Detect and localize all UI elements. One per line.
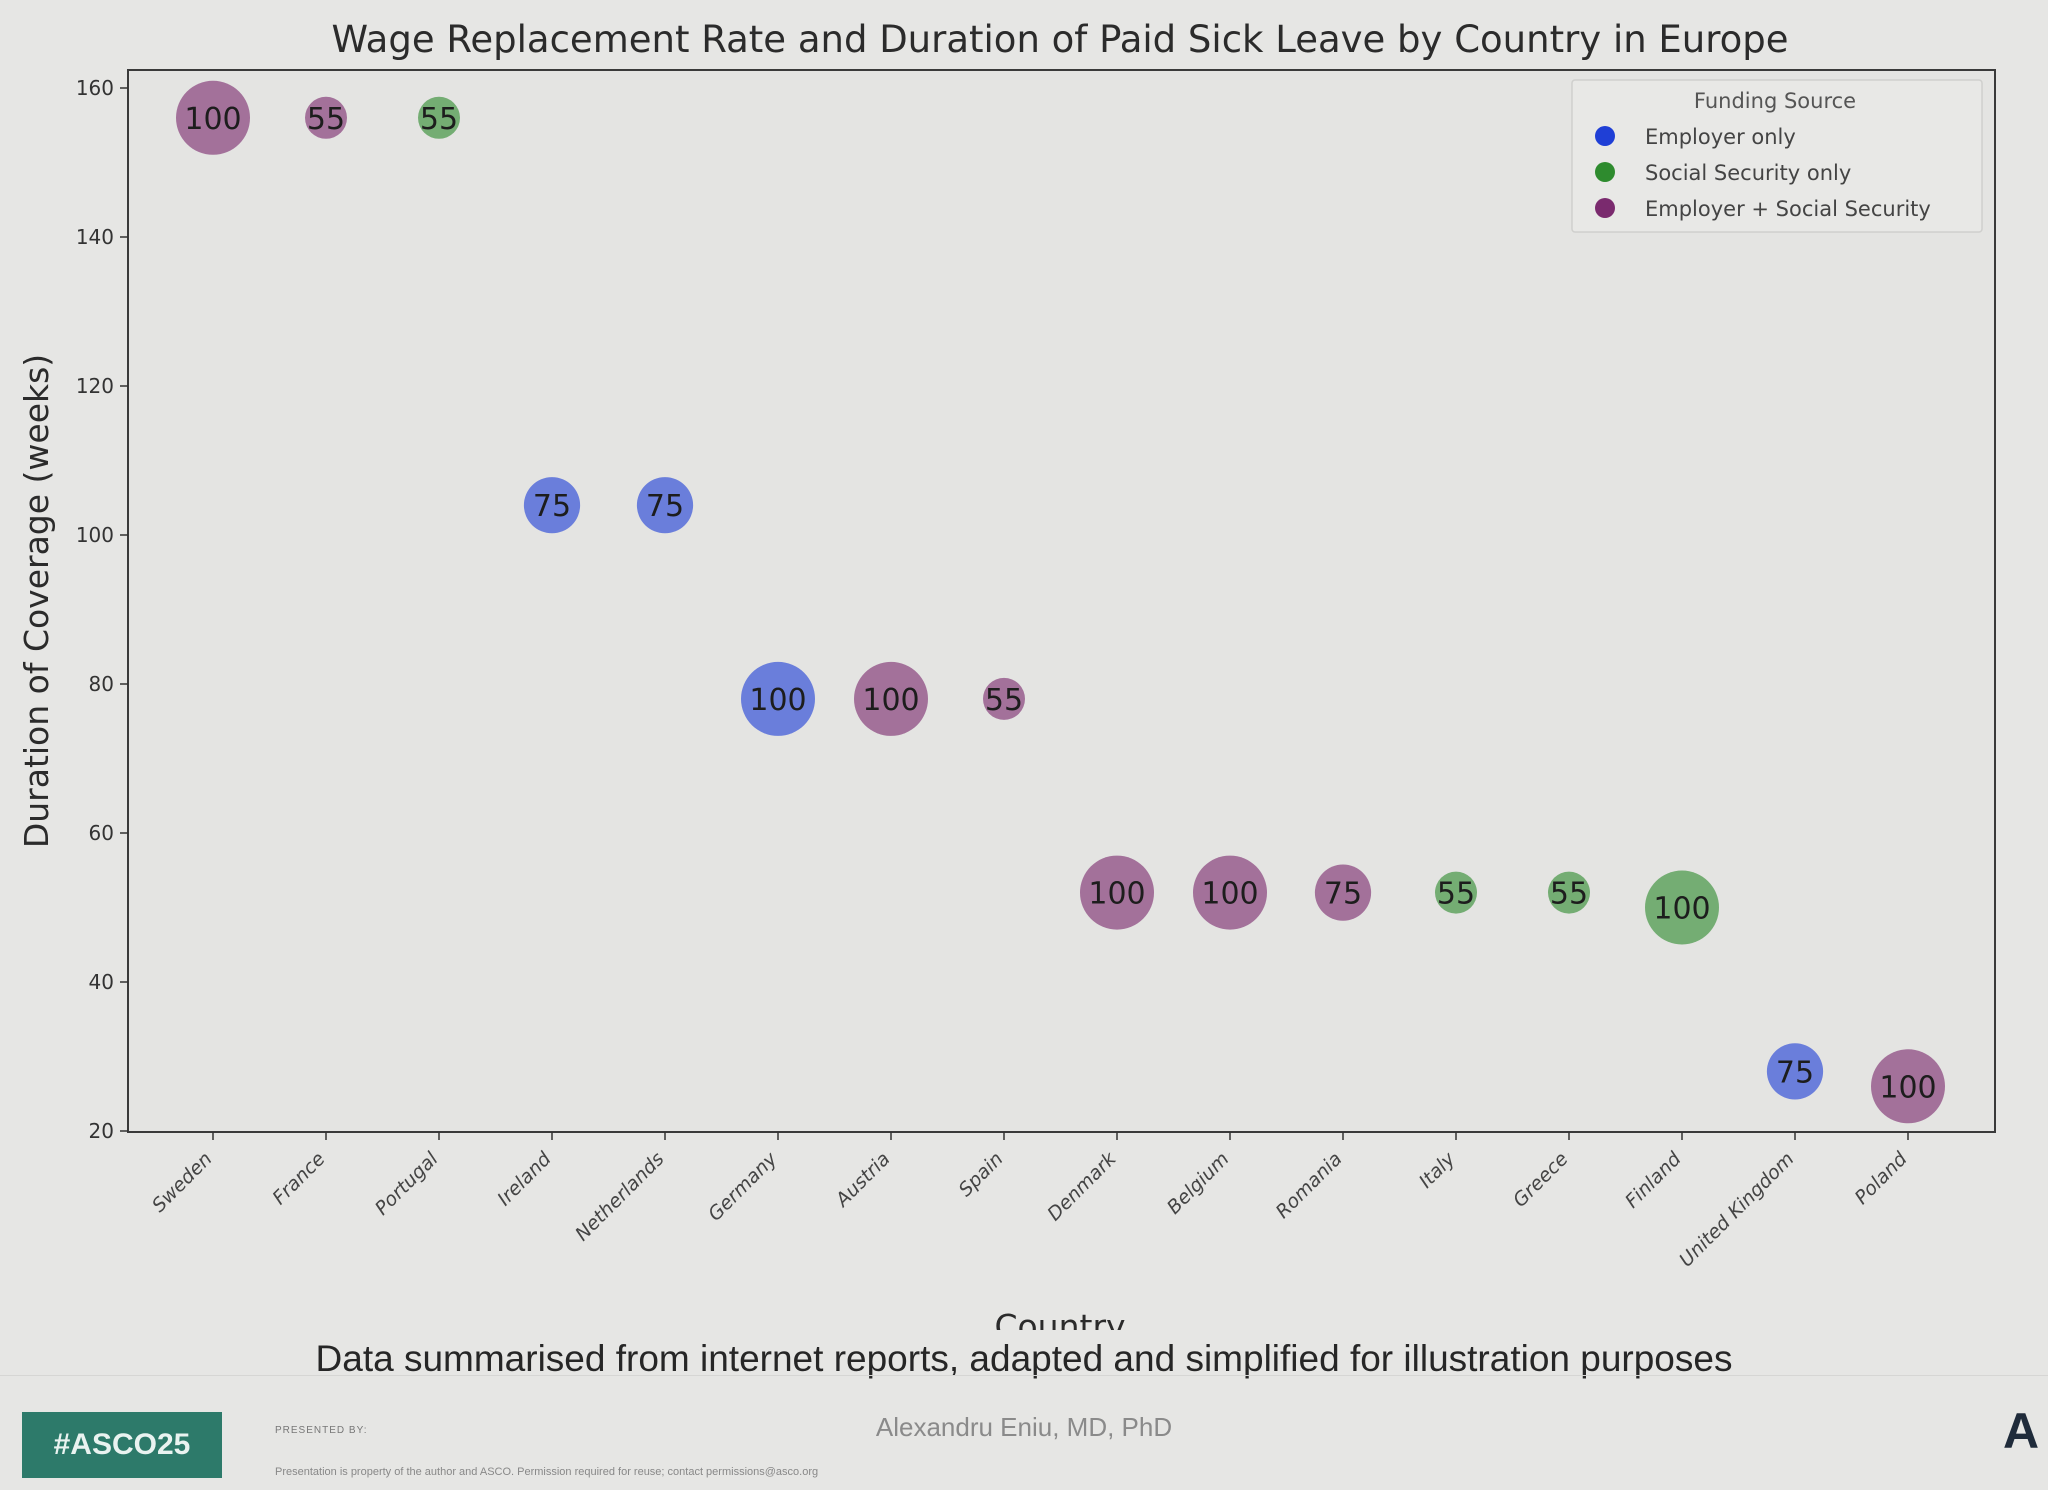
data-point-denmark: 100 [1080,855,1154,930]
x-tick-label-italy: Italy [1415,1147,1460,1192]
data-point-belgium: 100 [1193,855,1267,930]
bubble-label-netherlands: 75 [646,489,684,524]
bubble-label-united-kingdom: 75 [1776,1055,1814,1090]
x-tick-label-denmark: Denmark [1043,1147,1121,1225]
data-point-france: 55 [305,96,347,139]
bubble-greece [1548,871,1590,914]
bubble-label-italy: 55 [1437,877,1475,912]
bubble-denmark [1080,855,1154,930]
legend-marker-social-security-only [1595,162,1615,182]
chart-caption: Data summarised from internet reports, a… [315,1338,1733,1379]
legend: Funding Source Employer only Social Secu… [1571,79,1983,233]
x-tick-label-sweden: Sweden [148,1148,217,1217]
x-tick-label-ireland: Ireland [493,1147,556,1210]
copyright-notice: Presentation is property of the author a… [275,1466,819,1478]
bubble-label-germany: 100 [749,683,806,718]
bubble-italy [1435,871,1477,914]
bubble-finland [1645,870,1719,945]
bubble-france [305,96,347,139]
bubble-netherlands [636,477,694,534]
x-axis-label: Country [994,1307,1125,1330]
legend-label-social-security-only: Social Security only [1645,161,1851,185]
data-point-italy: 55 [1435,871,1477,914]
bubble-germany [741,661,815,736]
x-tick-label-austria: Austria [830,1148,894,1212]
y-tick-label: 60 [89,821,114,845]
presented-by-label: PRESENTED BY: [275,1425,368,1436]
plot-area [127,69,1996,1133]
x-tick-label-germany: Germany [704,1147,782,1225]
data-point-austria: 100 [854,661,928,736]
y-tick-label: 20 [89,1119,114,1143]
x-tick-label-spain: Spain [954,1148,1007,1201]
scatter-chart: Wage Replacement Rate and Duration of Pa… [17,18,1996,1330]
bubble-label-denmark: 100 [1088,877,1145,912]
y-axis: 20 40 60 80 100 120 140 160 [76,76,128,1143]
legend-label-employer-only: Employer only [1645,125,1796,149]
x-tick-label-netherlands: Netherlands [571,1148,669,1246]
asco-logo: A [2003,1403,2040,1459]
x-tick-label-finland: Finland [1621,1147,1686,1212]
bubble-label-france: 55 [307,102,345,137]
bubble-portugal [418,96,460,139]
x-tick-label-united-kingdom: United Kingdom [1675,1148,1798,1271]
y-tick-label: 140 [76,225,114,249]
data-point-finland: 100 [1645,870,1719,945]
x-tick-label-belgium: Belgium [1163,1148,1234,1219]
bubble-belgium [1193,855,1267,930]
bubble-romania [1314,864,1372,921]
x-tick-label-portugal: Portugal [371,1147,443,1219]
data-point-germany: 100 [741,661,815,736]
presenter-name: Alexandru Eniu, MD, PhD [875,1412,1173,1442]
bubble-label-portugal: 55 [420,102,458,137]
bubble-label-greece: 55 [1550,877,1588,912]
x-tick-label-greece: Greece [1509,1148,1573,1212]
data-point-united-kingdom: 75 [1766,1043,1824,1100]
data-point-netherlands: 75 [636,477,694,534]
x-tick-label-france: France [268,1148,329,1209]
y-tick-label: 120 [76,374,114,398]
chart-title: Wage Replacement Rate and Duration of Pa… [331,18,1788,61]
data-point-sweden: 100 [176,80,250,155]
x-tick-label-romania: Romania [1272,1148,1347,1223]
data-point-poland: 100 [1871,1049,1945,1124]
y-tick-label: 80 [89,672,114,696]
bubble-label-spain: 55 [985,683,1023,718]
y-tick-label: 40 [89,970,114,994]
data-point-ireland: 75 [523,477,581,534]
bubble-label-sweden: 100 [184,102,241,137]
y-axis-label: Duration of Coverage (weeks) [17,354,56,848]
x-tick-label-poland: Poland [1851,1147,1913,1209]
bubble-sweden [176,80,250,155]
bubble-label-belgium: 100 [1201,877,1258,912]
bubbles-layer: 100 55 55 75 75 100 100 55 100 100 75 55 55 100 75 100 [176,80,1945,1124]
bubble-united-kingdom [1766,1043,1824,1100]
bubble-label-ireland: 75 [533,489,571,524]
y-tick-label: 160 [76,76,114,100]
x-axis: Sweden France Portugal Ireland Netherlands Ge… [148,1132,1912,1271]
data-point-portugal: 55 [418,96,460,139]
data-point-greece: 55 [1548,871,1590,914]
data-point-romania: 75 [1314,864,1372,921]
bubble-label-finland: 100 [1653,892,1710,927]
legend-marker-employer-only [1595,126,1615,146]
bubble-ireland [523,477,581,534]
legend-title: Funding Source [1694,89,1856,113]
bubble-austria [854,661,928,736]
footer-divider [0,1375,2048,1376]
legend-label-employer-social-security: Employer + Social Security [1645,197,1931,221]
bubble-label-austria: 100 [862,683,919,718]
legend-box [1571,79,1983,233]
y-tick-label: 100 [76,523,114,547]
legend-marker-employer-social-security [1595,198,1615,218]
bubble-label-poland: 100 [1879,1070,1936,1105]
bubble-label-romania: 75 [1324,877,1362,912]
asco-hashtag-badge: #ASCO25 [22,1412,222,1478]
bubble-spain [983,677,1025,720]
bubble-poland [1871,1049,1945,1124]
data-point-spain: 55 [983,677,1025,720]
